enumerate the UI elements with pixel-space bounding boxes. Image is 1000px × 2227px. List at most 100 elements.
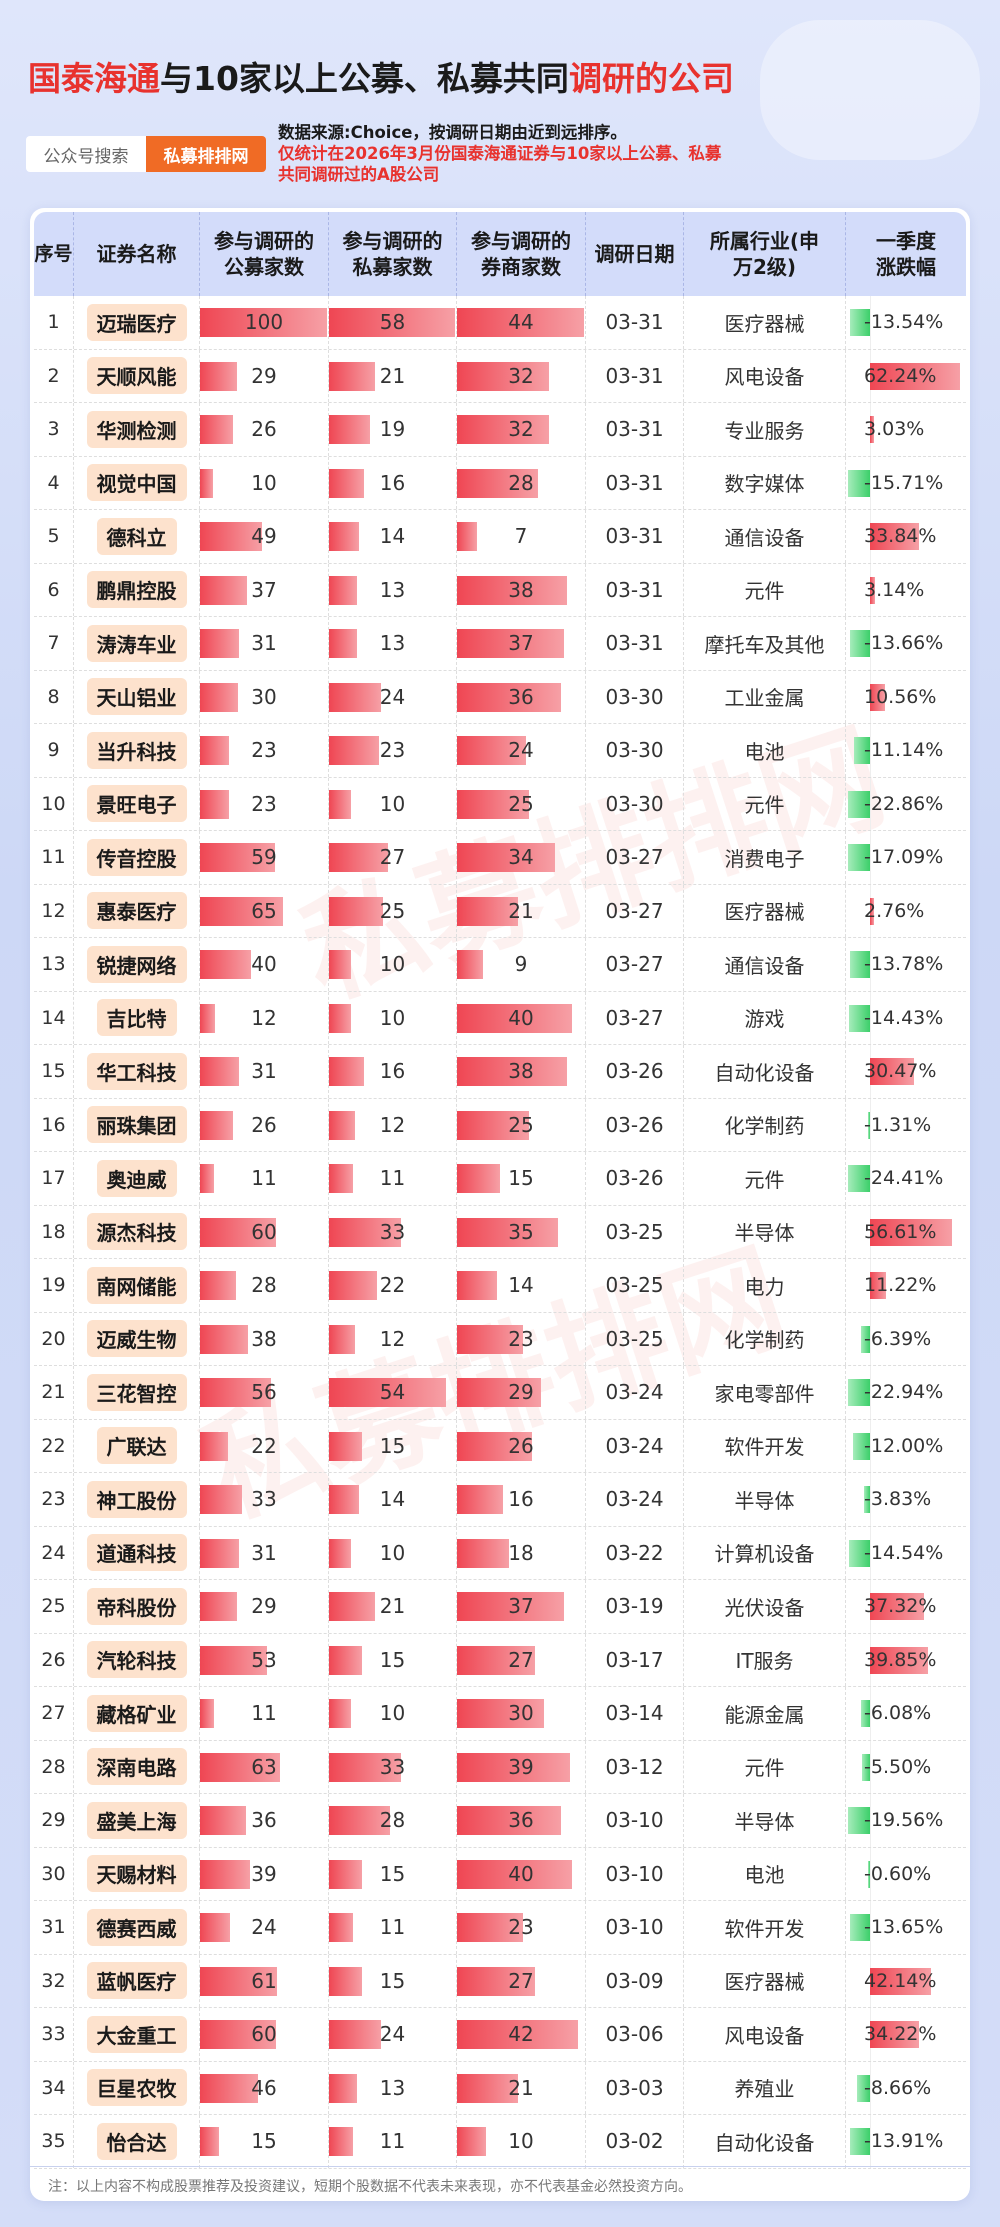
cell-pub: 23 — [200, 724, 329, 777]
cell-industry: 医疗器械 — [684, 884, 846, 937]
date-text: 03-25 — [605, 1326, 664, 1351]
brk-value: 38 — [508, 1059, 534, 1084]
pub-value: 49 — [251, 524, 277, 549]
cell-pub: 15 — [200, 2115, 329, 2168]
cell-date: 03-27 — [586, 938, 684, 991]
table-row: 29 盛美上海 36 28 36 03-10 半导体 -19.56% — [34, 1794, 966, 1848]
cell-seq: 34 — [34, 2061, 74, 2114]
cell-seq: 4 — [34, 456, 74, 509]
cell-name: 怡合达 — [74, 2115, 200, 2168]
industry-text: 电力 — [744, 1274, 785, 1299]
pub-bar — [200, 1699, 214, 1728]
industry-text: 元件 — [744, 1167, 785, 1192]
seq-text: 31 — [41, 1916, 66, 1939]
pri-value: 21 — [379, 1594, 406, 1619]
pub-bar — [200, 522, 263, 551]
date-text: 03-31 — [605, 363, 664, 388]
cell-brk: 40 — [457, 991, 586, 1044]
cell-date: 03-27 — [586, 991, 684, 1044]
change-value: 10.56% — [864, 685, 937, 708]
cell-date: 03-26 — [586, 1045, 684, 1098]
pri-bar — [329, 1110, 356, 1140]
pub-value: 59 — [251, 845, 277, 870]
cell-date: 03-25 — [586, 1312, 684, 1365]
cell-pub: 28 — [200, 1259, 329, 1312]
cell-date: 03-26 — [586, 1152, 684, 1205]
change-value: -13.66% — [864, 632, 944, 655]
cell-pri: 11 — [329, 1901, 457, 1954]
stock-name: 藏格矿业 — [86, 1694, 187, 1732]
pri-value: 10 — [379, 952, 406, 977]
table-row: 9 当升科技 23 23 24 03-30 电池 -11.14% — [34, 724, 966, 778]
industry-text: 元件 — [744, 1756, 785, 1781]
cell-seq: 21 — [34, 1366, 74, 1419]
cell-seq: 33 — [34, 2008, 74, 2061]
cell-seq: 7 — [34, 617, 74, 670]
industry-text: 化学制药 — [724, 1114, 805, 1139]
cell-industry: 计算机设备 — [684, 1526, 846, 1579]
cell-name: 涛涛车业 — [74, 617, 200, 670]
date-text: 03-27 — [605, 898, 664, 923]
cell-change: -22.94% — [846, 1366, 966, 1419]
cell-industry: 家电零部件 — [684, 1366, 846, 1419]
change-bar — [850, 309, 870, 336]
header-date: 调研日期 — [586, 212, 684, 296]
cell-change: -14.43% — [846, 991, 966, 1044]
pub-bar — [200, 2073, 259, 2103]
cell-seq: 18 — [34, 1205, 74, 1258]
cell-change: 10.56% — [846, 670, 966, 723]
stock-name: 大金重工 — [86, 2015, 187, 2053]
date-text: 03-06 — [605, 2022, 664, 2047]
brk-value: 42 — [508, 2022, 534, 2047]
pri-bar — [329, 1057, 364, 1086]
stock-name: 源杰科技 — [86, 1213, 187, 1251]
pub-value: 33 — [251, 1487, 277, 1512]
pri-bar — [329, 1592, 375, 1621]
change-axis — [870, 1847, 871, 1900]
cell-name: 广联达 — [74, 1419, 200, 1472]
change-bar — [870, 683, 886, 711]
table-row: 27 藏格矿业 11 10 30 03-14 能源金属 -6.08% — [34, 1687, 966, 1741]
cell-pri: 16 — [329, 456, 457, 509]
header-seq: 序号 — [34, 212, 74, 296]
change-value: 3.03% — [864, 418, 925, 441]
pub-value: 40 — [251, 952, 277, 977]
cell-pri: 14 — [329, 510, 457, 563]
seq-text: 24 — [41, 1541, 66, 1564]
pub-bar — [200, 2127, 220, 2156]
cell-change: 30.47% — [846, 1045, 966, 1098]
seq-text: 13 — [41, 953, 66, 976]
cell-seq: 30 — [34, 1847, 74, 1900]
cell-pri: 24 — [329, 2008, 457, 2061]
brk-bar — [457, 1217, 559, 1247]
industry-text: 化学制药 — [724, 1328, 805, 1353]
search-tag: 公众号搜索 私募排排网 — [26, 136, 266, 172]
change-bar — [862, 1753, 870, 1781]
table-body: 1 迈瑞医疗 100 58 44 03-31 医疗器械 -13.54% 2 天顺风能 29 21 32 0… — [34, 296, 966, 2169]
change-bar — [850, 1914, 870, 1941]
pub-value: 24 — [251, 1915, 277, 1940]
industry-text: 医疗器械 — [724, 311, 805, 336]
pub-value: 10 — [251, 470, 277, 495]
cell-pub: 100 — [200, 296, 329, 349]
date-text: 03-25 — [605, 1273, 664, 1298]
brk-bar — [457, 1806, 561, 1835]
cell-pri: 15 — [329, 1419, 457, 1472]
brk-value: 40 — [508, 1005, 534, 1030]
cell-date: 03-25 — [586, 1259, 684, 1312]
brk-bar — [457, 896, 518, 926]
change-value: 3.14% — [864, 578, 925, 601]
pri-bar — [329, 1645, 362, 1675]
pub-value: 31 — [251, 631, 277, 656]
cell-date: 03-30 — [586, 777, 684, 830]
date-text: 03-03 — [605, 2075, 664, 2100]
cell-change: -11.14% — [846, 724, 966, 777]
brk-bar — [457, 361, 550, 391]
cell-pub: 31 — [200, 617, 329, 670]
pri-bar — [329, 1752, 401, 1782]
seq-text: 3 — [47, 418, 60, 441]
stock-name: 天赐材料 — [86, 1855, 187, 1893]
pri-bar — [329, 1003, 351, 1033]
pub-bar — [200, 2020, 277, 2049]
industry-text: 半导体 — [734, 1221, 795, 1246]
